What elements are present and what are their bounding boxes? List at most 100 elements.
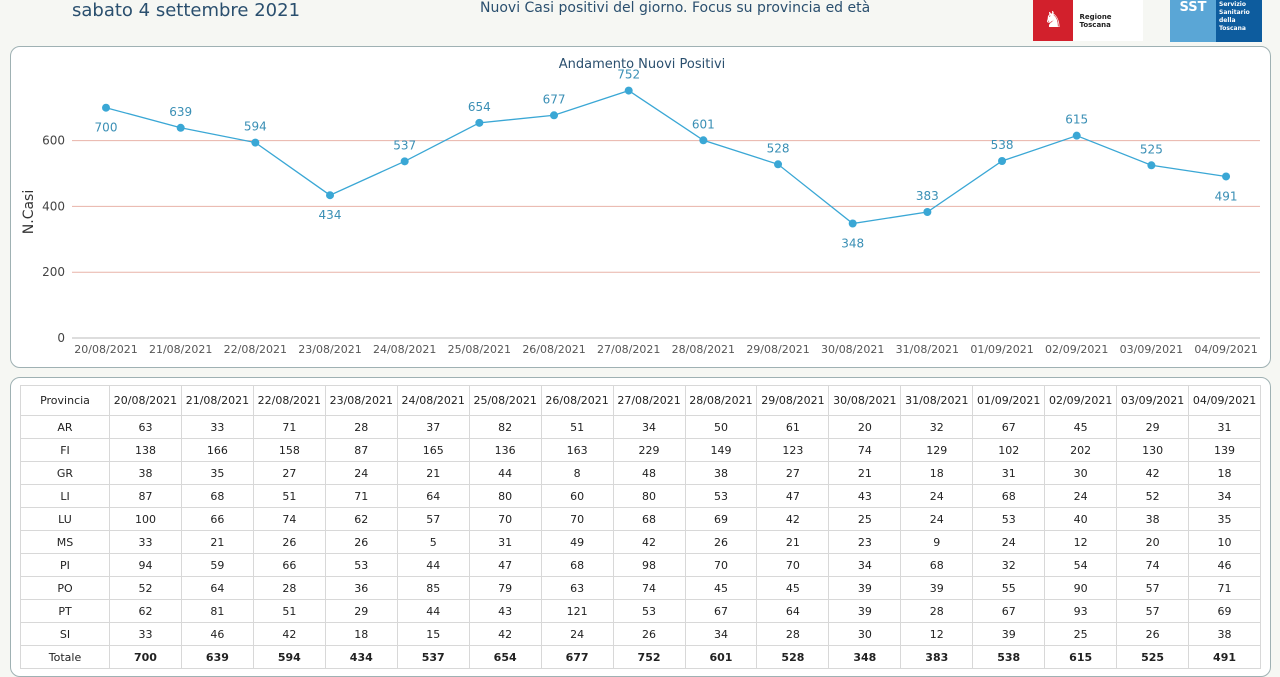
table-cell: 5 — [396, 530, 470, 554]
table-cell: 74 — [252, 507, 326, 531]
data-point — [1072, 131, 1081, 140]
table-header-date: 21/08/2021 — [180, 385, 254, 416]
table-cell: 74 — [828, 438, 902, 462]
table-cell: 31 — [972, 461, 1046, 485]
table-cell: 44 — [396, 599, 470, 623]
table-cell: 64 — [180, 576, 254, 600]
table-cell: 100 — [109, 507, 182, 531]
x-tick-label: 03/09/2021 — [1120, 343, 1183, 356]
table-cell: 32 — [972, 553, 1046, 577]
table-header-row: Provincia 20/08/2021 21/08/2021 22/08/2021 2… — [20, 385, 1261, 416]
table-cell: 36 — [324, 576, 398, 600]
total-cell: 348 — [828, 645, 902, 669]
table-cell: 18 — [324, 622, 398, 646]
data-point — [699, 136, 708, 145]
table-cell: 38 — [109, 461, 182, 485]
sst-logo-line: della — [1219, 17, 1236, 24]
table-cell: 138 — [109, 438, 182, 462]
table-cell: 70 — [540, 507, 614, 531]
table-cell: 21 — [828, 461, 902, 485]
table-cell: 70 — [756, 553, 830, 577]
table-cell: 51 — [252, 599, 326, 623]
table-cell: 23 — [828, 530, 902, 554]
data-point — [1222, 172, 1231, 181]
x-tick-label: 28/08/2021 — [672, 343, 735, 356]
data-point — [102, 103, 110, 112]
table-cell: 12 — [900, 622, 974, 646]
data-label: 594 — [244, 120, 267, 134]
table-cell: 82 — [468, 415, 542, 439]
total-label: Totale — [20, 645, 110, 669]
x-tick-label: 02/09/2021 — [1045, 343, 1108, 356]
table-cell: 33 — [180, 415, 254, 439]
table-cell: 29 — [324, 599, 398, 623]
table-cell: 39 — [972, 622, 1046, 646]
table-cell: 87 — [324, 438, 398, 462]
regione-toscana-logo: ♞ Regione Toscana — [1033, 0, 1143, 41]
table-cell: 15 — [396, 622, 470, 646]
table-cell: 129 — [900, 438, 974, 462]
table-cell: 165 — [396, 438, 470, 462]
data-label: 639 — [169, 105, 192, 119]
x-tick-label: 26/08/2021 — [522, 343, 585, 356]
table-cell: 68 — [540, 553, 614, 577]
chart-panel — [10, 46, 1271, 368]
data-point — [400, 157, 409, 166]
table-cell: 57 — [1116, 576, 1190, 600]
table-cell: 90 — [1044, 576, 1118, 600]
table-cell: 44 — [396, 553, 470, 577]
x-tick-label: 31/08/2021 — [896, 343, 959, 356]
province-table: Provincia 20/08/2021 21/08/2021 22/08/2021 2… — [20, 385, 1261, 669]
y-tick-label: 600 — [42, 134, 65, 148]
table-cell: 26 — [612, 622, 686, 646]
total-cell: 677 — [540, 645, 614, 669]
table-cell: 64 — [396, 484, 470, 508]
data-point — [251, 138, 260, 147]
table-cell: 139 — [1188, 438, 1261, 462]
province-name: LI — [20, 484, 110, 508]
chart-title: Andamento Nuovi Positivi — [559, 57, 726, 72]
table-cell: 202 — [1044, 438, 1118, 462]
table-header-date: 24/08/2021 — [396, 385, 470, 416]
pegasus-icon: ♞ — [1033, 0, 1074, 41]
x-tick-label: 20/08/2021 — [74, 343, 137, 356]
x-tick-label: 27/08/2021 — [597, 343, 660, 356]
sst-logo-line: Toscana — [1219, 25, 1246, 32]
table-cell: 47 — [756, 484, 830, 508]
data-label: 615 — [1065, 113, 1088, 127]
table-cell: 31 — [1188, 415, 1261, 439]
data-label: 752 — [617, 68, 640, 82]
table-header-date: 01/09/2021 — [972, 385, 1046, 416]
total-cell: 538 — [972, 645, 1046, 669]
table-header-date: 03/09/2021 — [1116, 385, 1190, 416]
y-tick-label: 400 — [42, 199, 65, 213]
table-cell: 69 — [1188, 599, 1261, 623]
table-row: SI 33 46 42 18 15 42 24 26 34 28 30 12 39 25 26 38 — [20, 622, 1261, 646]
table-cell: 55 — [972, 576, 1046, 600]
table-cell: 33 — [109, 622, 182, 646]
table-cell: 53 — [684, 484, 758, 508]
table-cell: 123 — [756, 438, 830, 462]
data-label: 491 — [1215, 189, 1238, 203]
table-cell: 45 — [1044, 415, 1118, 439]
sst-logo-text: Servizio Sanitario della Toscana — [1216, 0, 1262, 42]
table-cell: 121 — [540, 599, 614, 623]
table-header-date: 26/08/2021 — [540, 385, 614, 416]
province-name: PT — [20, 599, 110, 623]
total-cell: 601 — [684, 645, 758, 669]
table-cell: 51 — [252, 484, 326, 508]
table-cell: 71 — [324, 484, 398, 508]
table-cell: 21 — [756, 530, 830, 554]
x-tick-label: 24/08/2021 — [373, 343, 436, 356]
table-header-date: 30/08/2021 — [828, 385, 902, 416]
table-cell: 66 — [180, 507, 254, 531]
total-cell: 528 — [756, 645, 830, 669]
x-tick-label: 30/08/2021 — [821, 343, 884, 356]
province-name: AR — [20, 415, 110, 439]
table-cell: 67 — [684, 599, 758, 623]
table-cell: 24 — [1044, 484, 1118, 508]
table-cell: 52 — [109, 576, 182, 600]
table-cell: 43 — [828, 484, 902, 508]
table-cell: 12 — [1044, 530, 1118, 554]
table-cell: 74 — [1116, 553, 1190, 577]
